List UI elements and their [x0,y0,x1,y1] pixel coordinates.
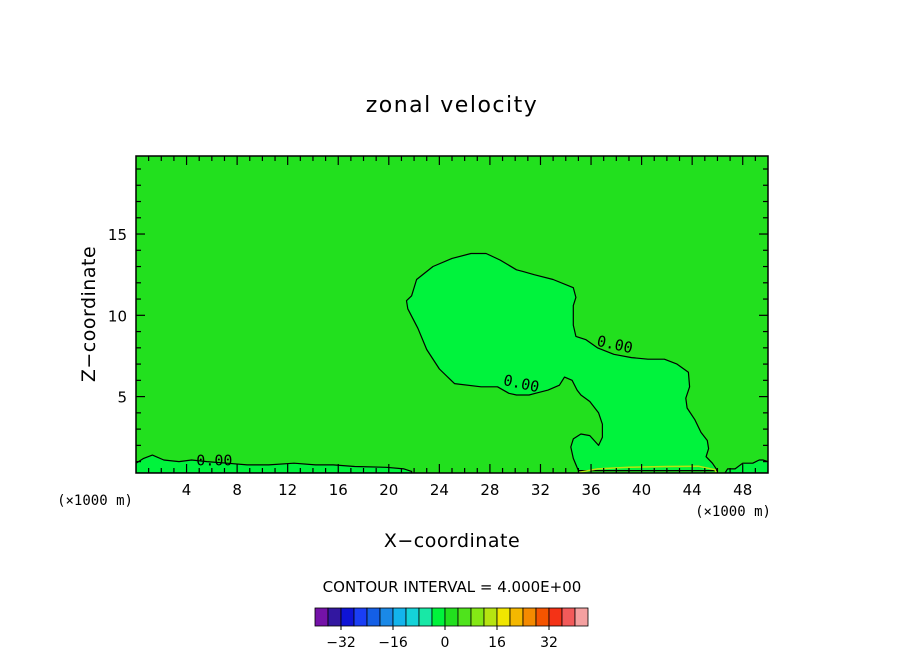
colorbar-swatch [457,607,472,627]
x-tick-label: 28 [480,481,499,499]
colorbar-swatch [405,607,420,627]
colorbar-swatch [483,607,498,627]
colorbar-swatch [444,607,459,627]
contour-group: 0.000.000.00 [136,252,768,473]
colorbar-swatch [470,607,485,627]
y-tick-label: 15 [108,226,127,244]
contour-positive-band [579,465,717,473]
colorbar-swatch [392,607,407,627]
contour-ground-band [136,454,413,473]
colorbar-swatch [379,607,394,627]
y-tick-label: 10 [108,307,127,325]
colorbar-swatch [522,607,537,627]
x-tick-label: 12 [278,481,297,499]
colorbar-swatch [548,607,563,627]
x-tick-label: 4 [182,481,192,499]
x-tick-label: 8 [232,481,242,499]
x-tick-label: 20 [379,481,398,499]
colorbar-swatch [340,607,355,627]
y-axis-label: Z−coordinate [78,246,100,382]
x-tick-label: 16 [329,481,348,499]
colorbar-swatch [431,607,446,627]
colorbar-swatch [561,607,576,627]
chart-title: zonal velocity [366,93,539,118]
colorbar-swatch [574,607,589,627]
colorbar-tick-label: 16 [488,635,506,651]
colorbar-tick-label: 0 [441,635,450,651]
contour-plume [405,252,718,472]
x-unit-right: (×1000 m) [695,504,771,520]
colorbar-swatch [418,607,433,627]
x-unit-left: (×1000 m) [57,493,133,509]
x-axis: 4 8 12 16 20 24 28 32 36 40 44 48 [148,156,756,499]
x-tick-label: 36 [581,481,600,499]
x-tick-label: 32 [531,481,550,499]
colorbar: −32 −16 0 16 32 [314,607,589,651]
colorbar-swatch [535,607,550,627]
colorbar-swatch [366,607,381,627]
y-tick-label: 5 [117,389,127,407]
x-tick-label: 44 [683,481,702,499]
y-axis: 5 10 15 [108,168,768,463]
plot-area: 0.000.000.00 [135,155,769,474]
contour-right-edge-patch [724,459,768,473]
colorbar-tick-label: 32 [540,635,558,651]
colorbar-swatch [314,607,329,627]
colorbar-swatch [496,607,511,627]
colorbar-swatch [327,607,342,627]
x-tick-label: 24 [430,481,449,499]
colorbar-swatch [353,607,368,627]
x-tick-label: 48 [733,481,752,499]
x-tick-label: 40 [632,481,651,499]
colorbar-tick-label: −32 [326,635,356,651]
contour-label: 0.00 [196,452,232,470]
colorbar-tick-label: −16 [378,635,408,651]
contour-interval-caption: CONTOUR INTERVAL = 4.000E+00 [323,578,582,596]
colorbar-swatch [509,607,524,627]
x-axis-label: X−coordinate [384,530,520,552]
